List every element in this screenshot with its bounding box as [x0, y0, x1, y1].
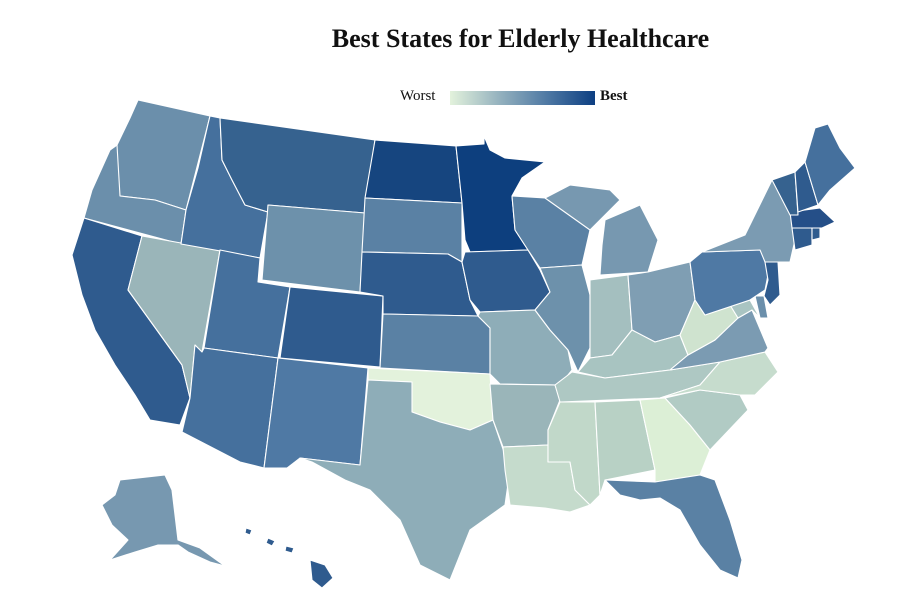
state-alaska[interactable] [101, 474, 226, 567]
state-new-mexico[interactable] [263, 357, 369, 469]
state-vermont[interactable] [771, 171, 799, 216]
legend-low-label: Worst [400, 88, 436, 104]
state-wyoming[interactable] [261, 204, 366, 293]
state-new-york[interactable] [701, 177, 796, 263]
state-texas[interactable] [299, 379, 511, 581]
state-colorado[interactable] [279, 286, 384, 368]
state-connecticut[interactable] [791, 224, 813, 251]
state-arizona[interactable] [181, 344, 279, 469]
legend-high-label: Best [600, 88, 628, 104]
state-alabama[interactable] [594, 399, 656, 496]
state-florida[interactable] [604, 474, 743, 579]
state-illinois[interactable] [534, 264, 591, 373]
map-title: Best States for Elderly Healthcare [331, 24, 710, 53]
state-delaware[interactable] [754, 295, 769, 319]
legend-gradient-bar [450, 91, 595, 105]
state-hawaii[interactable] [244, 527, 334, 589]
state-montana[interactable] [219, 117, 376, 214]
state-massachusetts[interactable] [789, 207, 836, 229]
state-maine[interactable] [804, 123, 856, 206]
state-north-dakota[interactable] [364, 139, 463, 204]
state-kansas[interactable] [379, 313, 491, 375]
state-minnesota[interactable] [455, 135, 546, 253]
